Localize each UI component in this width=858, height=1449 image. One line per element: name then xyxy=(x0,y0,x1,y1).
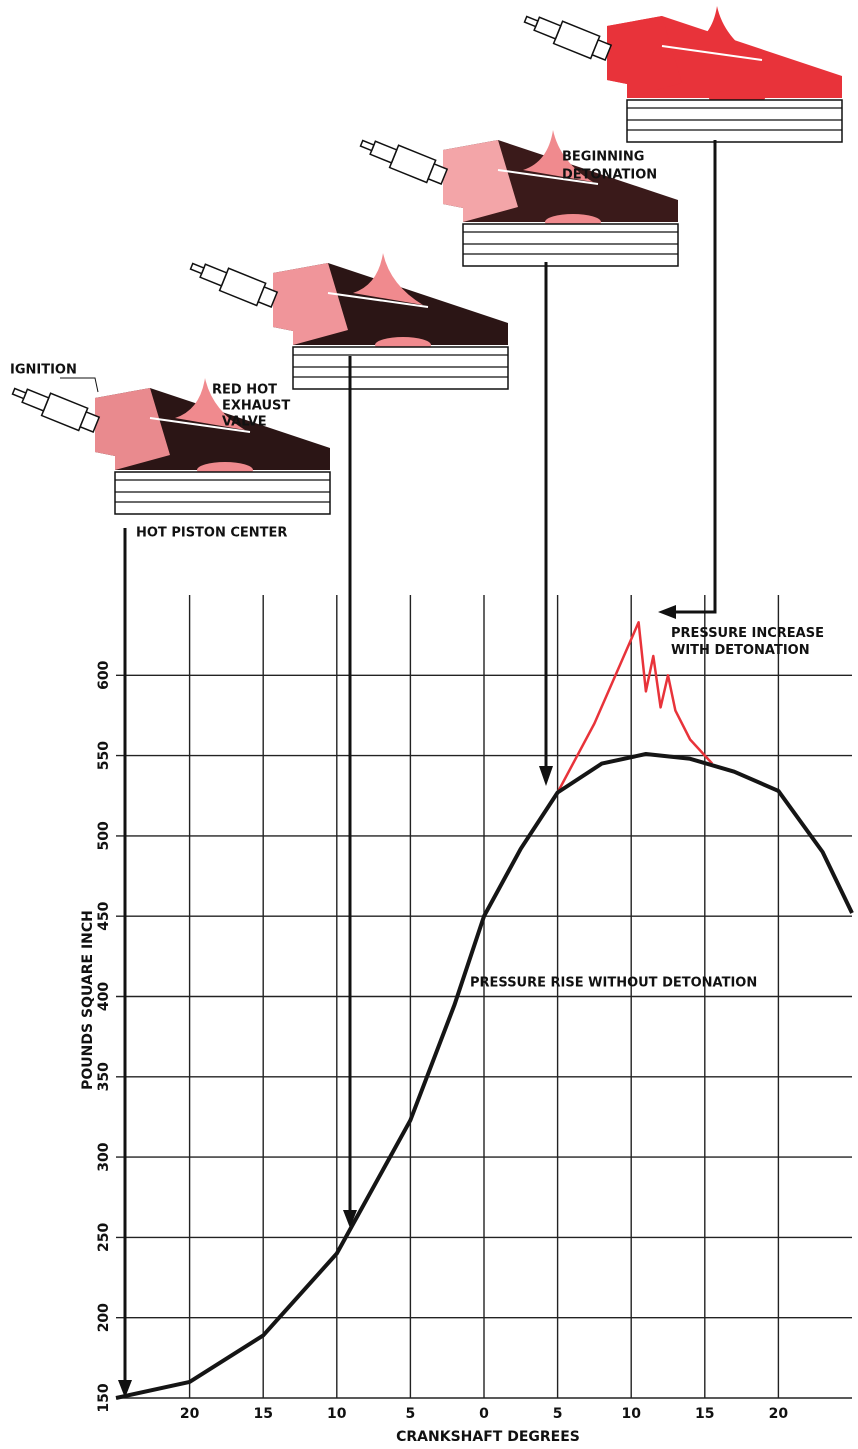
annotation: VALVE xyxy=(222,415,267,430)
x-tick-label: 5 xyxy=(406,1406,416,1422)
grid: 150 200 250 300 350 400 450 500 550 600 20 15 10 5 0 5 1… xyxy=(96,595,852,1422)
x-tick-label: 15 xyxy=(695,1406,714,1422)
x-tick-label: 15 xyxy=(253,1406,272,1422)
y-axis-label: POUNDS SQUARE INCH xyxy=(80,910,96,1090)
piston xyxy=(293,347,508,389)
x-tick-label: 20 xyxy=(180,1406,200,1422)
piston xyxy=(115,472,330,514)
x-tick-label: 20 xyxy=(769,1406,789,1422)
y-tick-label: 500 xyxy=(96,821,112,850)
illustrations xyxy=(9,6,842,514)
annotation: HOT PISTON CENTER xyxy=(136,526,287,541)
arrowhead xyxy=(539,766,553,786)
annotation: IGNITION xyxy=(10,363,77,378)
y-tick-label: 150 xyxy=(96,1383,112,1412)
spark-plug xyxy=(187,255,279,311)
spark-plug xyxy=(521,8,613,64)
x-tick-label: 5 xyxy=(553,1406,563,1422)
x-tick-label: 10 xyxy=(621,1406,641,1422)
y-tick-label: 300 xyxy=(96,1142,112,1171)
annotation: EXHAUST xyxy=(222,399,290,414)
x-axis-label: CRANKSHAFT DEGREES xyxy=(396,1429,580,1445)
plug-tip xyxy=(191,263,204,273)
cylinder-stage xyxy=(187,253,508,389)
annotation: BEGINNING xyxy=(562,150,644,165)
annotation: DETONATION xyxy=(562,168,657,183)
y-tick-label: 600 xyxy=(96,660,112,689)
piston xyxy=(463,224,678,266)
annotation: RED HOT xyxy=(212,383,277,398)
y-tick-label: 200 xyxy=(96,1303,112,1332)
cylinder-stage xyxy=(521,6,842,142)
plug-tip xyxy=(525,16,538,26)
x-tick-label: 0 xyxy=(479,1406,489,1422)
plug-tip xyxy=(13,388,26,398)
arrow xyxy=(672,140,715,612)
chart: 150 200 250 300 350 400 450 500 550 600 20 15 10 5 0 5 1… xyxy=(0,0,858,1449)
y-tick-label: 450 xyxy=(96,901,112,930)
y-tick-label: 250 xyxy=(96,1223,112,1252)
y-tick-label: 400 xyxy=(96,982,112,1011)
leader xyxy=(60,378,98,392)
x-tick-label: 10 xyxy=(327,1406,347,1422)
y-tick-label: 350 xyxy=(96,1062,112,1091)
annotation: PRESSURE RISE WITHOUT DETONATION xyxy=(470,976,757,991)
y-tick-label: 550 xyxy=(96,741,112,770)
piston xyxy=(627,100,842,142)
plug-tip xyxy=(361,140,374,150)
arrowhead xyxy=(658,605,676,619)
spark-plug xyxy=(9,380,101,436)
spark-plug xyxy=(357,132,449,188)
